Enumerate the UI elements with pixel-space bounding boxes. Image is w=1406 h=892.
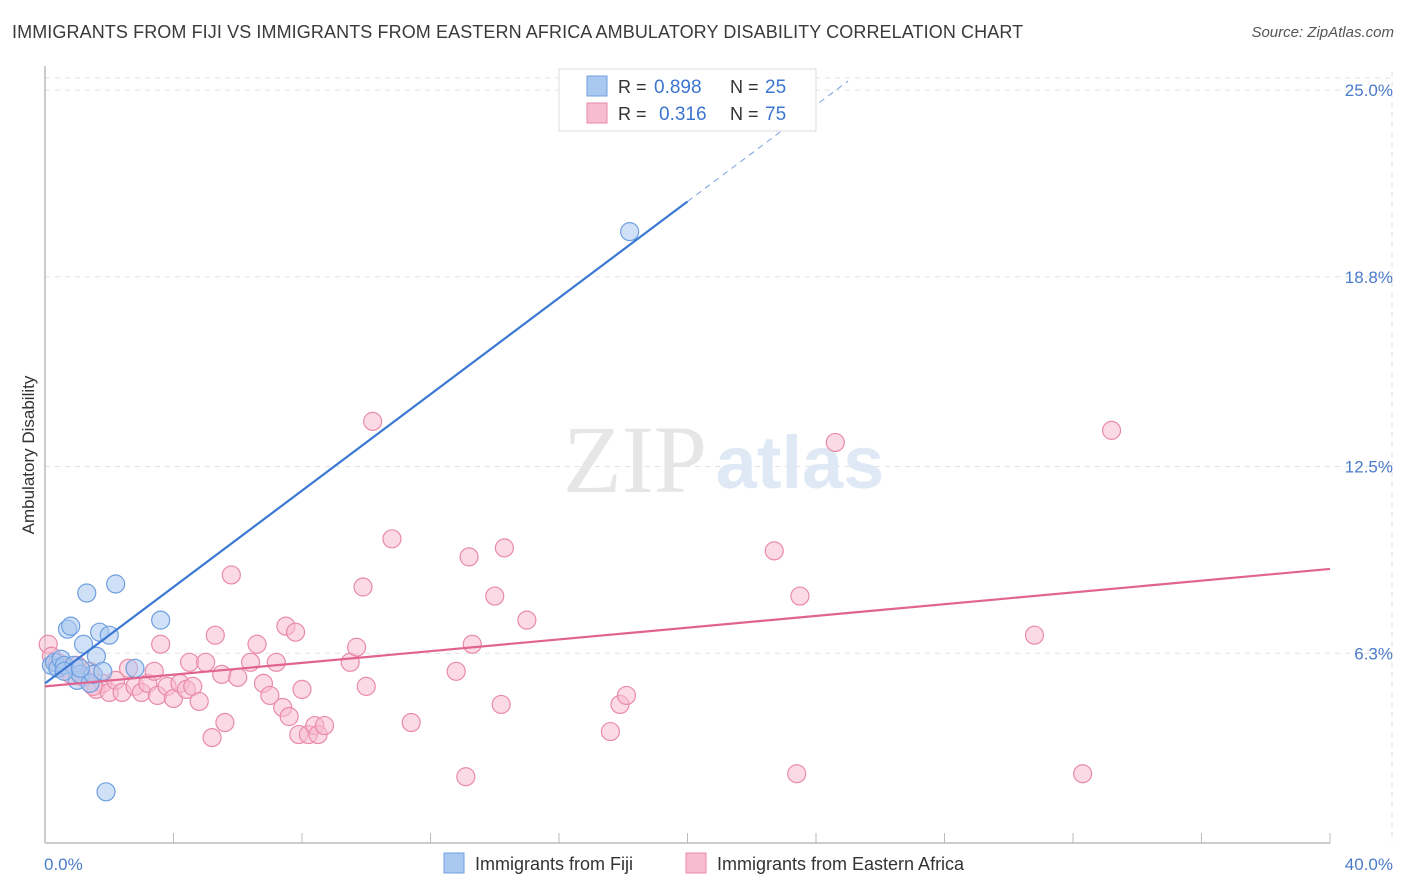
y-tick-label-2: 18.8%: [1345, 268, 1393, 287]
point-series-1-31: [215, 712, 235, 733]
point-series-1-54: [382, 529, 402, 549]
watermark-zip: ZIP: [563, 406, 707, 513]
y-axis-label: Ambulatory Disability: [19, 375, 38, 534]
point-series-1-30: [212, 664, 232, 684]
legend-label-eastern-africa: Immigrants from Eastern Africa: [717, 854, 965, 874]
point-series-1-70: [825, 432, 845, 453]
trend-line-series-0: [44, 200, 689, 685]
trend-lines: [44, 80, 1331, 688]
point-series-1-52: [363, 411, 383, 431]
point-series-1-63: [517, 610, 537, 630]
watermark-atlas: atlas: [716, 421, 885, 504]
x-tick-labels: 0.0% 40.0%: [44, 855, 1393, 874]
point-series-1-53: [353, 577, 373, 597]
legend: Immigrants from Fiji Immigrants from Eas…: [443, 852, 965, 874]
point-series-0-19: [151, 610, 171, 630]
legend-swatch-eastern-africa: [685, 852, 707, 874]
grid-lines: [45, 72, 1393, 843]
trend-extension-series-0: [687, 80, 849, 202]
stats-swatch-fiji: [586, 75, 608, 97]
point-series-0-24: [70, 658, 90, 678]
point-series-1-72: [1101, 420, 1122, 440]
stats-r-value-fiji: 0.898: [654, 77, 702, 98]
y-tick-label-3: 25.0%: [1345, 81, 1393, 100]
point-series-1-28: [202, 727, 222, 748]
point-series-1-38: [266, 652, 286, 672]
point-series-0-22: [96, 782, 116, 802]
point-series-0-20: [125, 658, 145, 678]
point-series-1-37: [260, 685, 280, 706]
stats-n-value-eastern-africa: 75: [765, 104, 786, 125]
point-series-1-44: [292, 679, 312, 700]
point-series-1-69: [790, 586, 810, 606]
stats-n-label-eastern-africa: N =: [730, 104, 759, 124]
stats-r-label-eastern-africa: R =: [618, 104, 647, 124]
point-series-1-71: [1073, 764, 1093, 784]
stats-r-value-eastern-africa: 0.316: [659, 104, 707, 125]
point-series-1-66: [616, 685, 637, 706]
point-series-1-58: [459, 547, 479, 567]
point-series-1-64: [600, 721, 621, 742]
y-tick-label-1: 12.5%: [1345, 458, 1393, 477]
point-series-1-41: [279, 706, 299, 727]
point-series-1-26: [189, 691, 209, 712]
point-series-1-67: [764, 541, 784, 561]
point-series-1-73: [1024, 625, 1045, 645]
point-series-0-11: [77, 583, 97, 603]
axes: [44, 66, 1331, 844]
stats-n-label-fiji: N =: [730, 77, 759, 97]
point-series-1-19: [151, 634, 171, 654]
legend-swatch-fiji: [443, 852, 465, 874]
point-series-1-24: [179, 652, 200, 672]
legend-label-fiji: Immigrants from Fiji: [475, 854, 633, 874]
stats-r-label-fiji: R =: [618, 77, 647, 97]
point-series-1-59: [462, 634, 482, 654]
point-series-0-6: [61, 616, 81, 636]
point-series-1-51: [356, 676, 376, 696]
series-points: [38, 222, 1122, 802]
y-tick-labels: 6.3% 12.5% 18.8% 25.0%: [1345, 81, 1393, 663]
x-tick-label-0: 0.0%: [44, 855, 83, 874]
point-series-0-16: [93, 661, 113, 681]
point-series-1-50: [347, 637, 367, 657]
point-series-1-27: [196, 652, 216, 672]
point-series-0-21: [620, 222, 640, 242]
point-series-1-35: [247, 634, 267, 654]
source-label: Source: ZipAtlas.com: [1251, 24, 1394, 41]
stats-n-value-fiji: 25: [765, 77, 786, 98]
point-series-1-61: [491, 694, 511, 715]
point-series-1-68: [787, 764, 807, 784]
point-series-1-32: [221, 565, 241, 585]
stats-swatch-eastern-africa: [586, 102, 608, 124]
watermark: ZIP atlas: [563, 406, 884, 513]
point-series-1-55: [401, 712, 421, 733]
point-series-1-42: [285, 622, 306, 642]
trend-line-series-1: [44, 567, 1331, 688]
point-series-1-48: [314, 715, 335, 736]
point-series-1-62: [494, 538, 514, 558]
chart-title: IMMIGRANTS FROM FIJI VS IMMIGRANTS FROM …: [12, 22, 1024, 42]
point-series-1-57: [456, 767, 476, 787]
point-series-0-18: [106, 574, 126, 594]
point-series-1-56: [446, 661, 466, 681]
y-tick-label-0: 6.3%: [1354, 644, 1393, 663]
point-series-1-29: [205, 625, 225, 645]
stats-box: R = 0.898 N = 25 R = 0.316 N = 75: [558, 68, 817, 132]
point-series-1-60: [485, 586, 505, 606]
x-tick-label-1: 40.0%: [1345, 855, 1393, 874]
point-series-1-33: [228, 667, 248, 687]
